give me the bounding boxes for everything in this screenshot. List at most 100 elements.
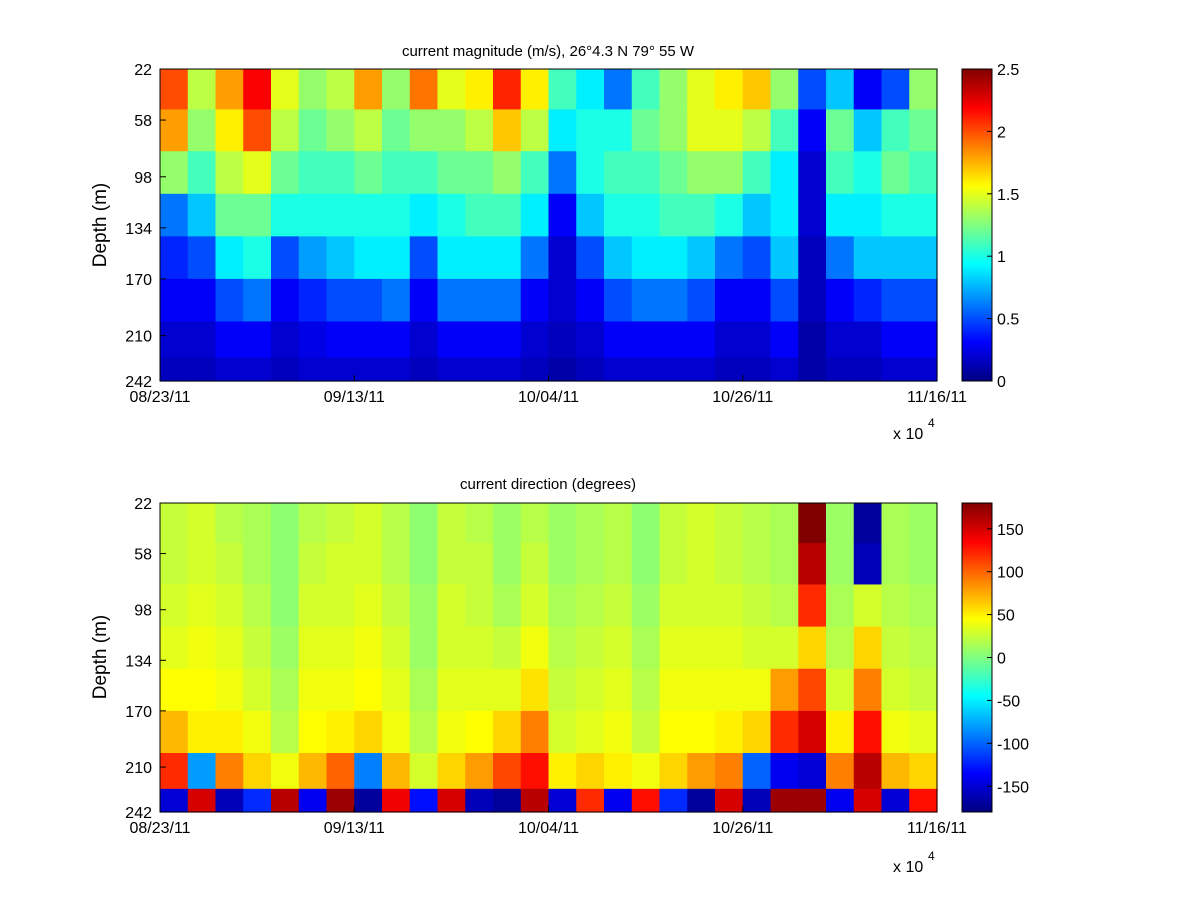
heatmap-cell (520, 151, 550, 195)
heatmap-cell (687, 710, 716, 754)
heatmap-cell (409, 321, 439, 359)
heatmap-cell (659, 321, 688, 359)
heatmap-cell (382, 668, 411, 712)
heatmap-cell (576, 278, 605, 323)
heatmap-cell (715, 788, 744, 813)
x-tick-label: 09/13/11 (324, 389, 385, 406)
heatmap-cell (909, 193, 938, 237)
heatmap-cell (271, 109, 300, 152)
heatmap-cell (853, 193, 883, 237)
magnitude-x-multiplier-exp: 4 (928, 416, 935, 430)
heatmap-cell (243, 151, 272, 195)
heatmap-cell (160, 321, 189, 359)
colorbar-tick-label: 2 (997, 124, 1006, 141)
heatmap-cell (271, 278, 300, 323)
heatmap-cell (409, 668, 439, 712)
heatmap-cell (604, 236, 633, 280)
heatmap-cell (770, 788, 799, 813)
heatmap-cell (493, 626, 522, 670)
heatmap-cell (187, 193, 217, 237)
heatmap-cell (548, 321, 577, 359)
heatmap-cell (659, 753, 688, 790)
x-tick-label: 11/16/11 (907, 389, 967, 406)
heatmap-cell (354, 668, 383, 712)
heatmap-cell (520, 626, 550, 670)
heatmap-cell (742, 69, 772, 111)
heatmap-cell (271, 236, 300, 280)
colorbar-tick-label: 1 (997, 249, 1006, 266)
heatmap-cell (382, 151, 411, 195)
heatmap-cell (326, 543, 355, 586)
direction-heatmap (160, 503, 938, 813)
heatmap-cell (437, 278, 466, 323)
heatmap-cell (687, 321, 716, 359)
heatmap-cell (826, 753, 855, 790)
y-tick-label: 210 (125, 760, 152, 777)
heatmap-cell (742, 788, 772, 813)
heatmap-cell (520, 278, 550, 323)
heatmap-cell (160, 236, 189, 280)
heatmap-cell (715, 357, 744, 382)
heatmap-cell (798, 584, 827, 628)
heatmap-cell (826, 109, 855, 152)
heatmap-cell (853, 151, 883, 195)
heatmap-cell (409, 357, 439, 382)
heatmap-cell (187, 503, 217, 544)
heatmap-cell (382, 503, 411, 544)
magnitude-x-multiplier: x 10 (893, 426, 923, 443)
heatmap-cell (659, 109, 688, 152)
heatmap-cell (576, 543, 605, 586)
heatmap-cell (715, 278, 744, 323)
heatmap-cell (631, 668, 661, 712)
heatmap-cell (770, 278, 799, 323)
heatmap-cell (298, 69, 328, 111)
heatmap-cell (826, 710, 855, 754)
x-tick-label: 10/26/11 (712, 820, 773, 837)
y-tick-label: 22 (134, 62, 152, 79)
heatmap-cell (881, 109, 910, 152)
heatmap-cell (659, 626, 688, 670)
heatmap-cell (493, 109, 522, 152)
heatmap-cell (604, 626, 633, 670)
heatmap-cell (326, 584, 355, 628)
heatmap-cell (437, 236, 466, 280)
heatmap-cell (382, 543, 411, 586)
heatmap-cell (798, 503, 827, 544)
heatmap-cell (604, 151, 633, 195)
heatmap-cell (215, 543, 244, 586)
heatmap-cell (909, 278, 938, 323)
heatmap-cell (520, 109, 550, 152)
heatmap-cell (576, 193, 605, 237)
heatmap-cell (826, 543, 855, 586)
heatmap-cell (853, 69, 883, 111)
heatmap-cell (798, 357, 827, 382)
magnitude-panel: current magnitude (m/s), 26°4.3 N 79° 55… (90, 43, 1019, 443)
heatmap-cell (604, 584, 633, 628)
heatmap-cell (298, 753, 328, 790)
heatmap-cell (631, 357, 661, 382)
heatmap-cell (687, 668, 716, 712)
heatmap-cell (715, 710, 744, 754)
heatmap-cell (798, 710, 827, 754)
heatmap-cell (909, 109, 938, 152)
heatmap-cell (826, 151, 855, 195)
heatmap-cell (382, 788, 411, 813)
heatmap-cell (520, 753, 550, 790)
heatmap-cell (798, 278, 827, 323)
heatmap-cell (604, 109, 633, 152)
heatmap-cell (409, 584, 439, 628)
heatmap-cell (548, 668, 577, 712)
heatmap-cell (853, 278, 883, 323)
heatmap-cell (576, 626, 605, 670)
heatmap-cell (826, 236, 855, 280)
heatmap-cell (382, 278, 411, 323)
heatmap-cell (493, 503, 522, 544)
heatmap-cell (187, 357, 217, 382)
heatmap-cell (853, 321, 883, 359)
heatmap-cell (576, 69, 605, 111)
heatmap-cell (465, 236, 494, 280)
heatmap-cell (160, 193, 189, 237)
direction-colorbar: -150 -100 -50 0 50 100 150 (961, 502, 1029, 813)
heatmap-cell (215, 109, 244, 152)
